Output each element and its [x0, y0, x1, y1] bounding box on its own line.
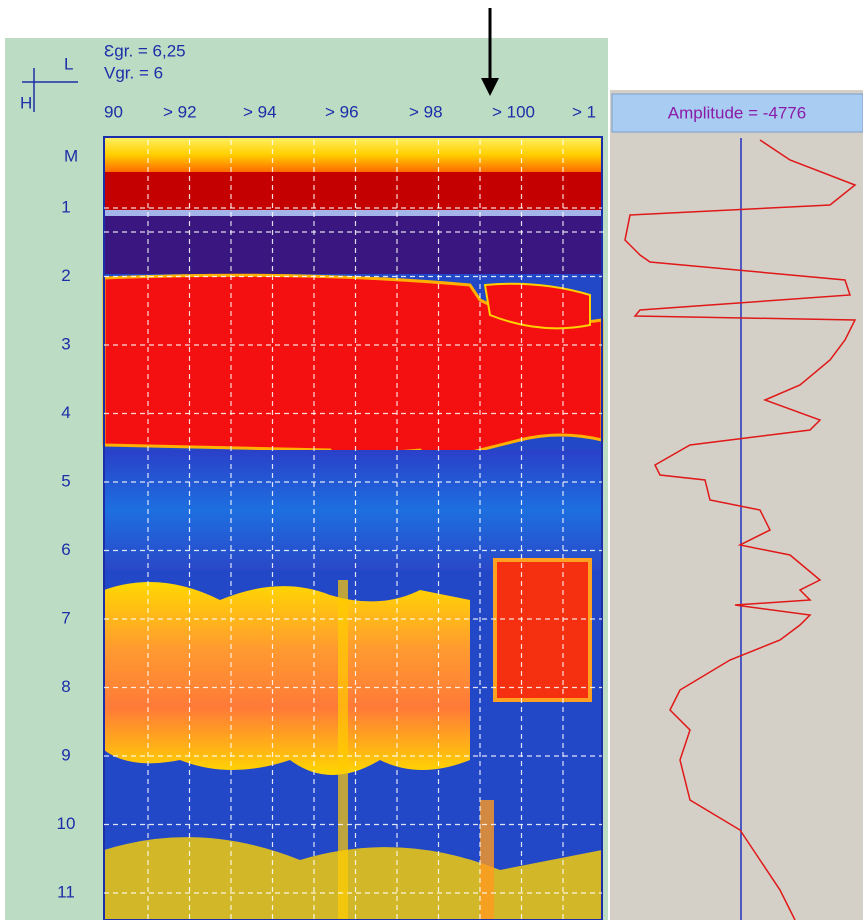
band: [493, 558, 592, 702]
x-label: > 1: [572, 102, 596, 121]
radargram-frame: [103, 136, 603, 920]
epsilon: Ɛgr. = 6,25: [104, 41, 186, 60]
band: [104, 216, 602, 274]
radargram: [102, 137, 604, 920]
axes-icon: [22, 68, 78, 112]
depth-label: 8: [61, 677, 70, 696]
amplitude-trace: [624, 139, 857, 920]
band: [480, 800, 494, 920]
x-label: > 100: [492, 102, 535, 121]
x-label: 90: [104, 102, 123, 121]
depth-labels: 1 2 3 4 5 6 7 8 9 10 11: [57, 197, 76, 901]
depth-label: 5: [61, 471, 70, 490]
band: [483, 282, 591, 330]
depth-label: 11: [57, 882, 75, 901]
x-label: > 98: [409, 102, 443, 121]
band: [104, 450, 602, 570]
depth-label: 7: [61, 608, 70, 627]
x-labels: 90 > 92 > 94 > 96 > 98 > 100 > 1: [104, 102, 596, 121]
depth-label: 9: [61, 745, 70, 764]
band: [104, 582, 470, 775]
band: [104, 137, 602, 172]
icon-h: H: [20, 93, 32, 112]
band: [104, 172, 602, 210]
depth-label: 4: [61, 403, 70, 422]
arrow-head: [481, 78, 499, 96]
trace-header: [611, 93, 863, 133]
velocity: Vgr. = 6: [104, 63, 163, 82]
x-label: > 94: [243, 102, 277, 121]
icon-l: L: [64, 54, 73, 73]
x-label: > 92: [163, 102, 197, 121]
depth-label: 10: [57, 814, 76, 833]
depth-unit: M: [64, 146, 78, 165]
depth-label: 6: [61, 540, 70, 559]
depth-label: 3: [61, 334, 70, 353]
depth-label: 1: [61, 197, 70, 216]
band: [104, 837, 602, 920]
band: [104, 210, 602, 216]
band: [338, 580, 348, 920]
x-label: > 96: [325, 102, 359, 121]
trace-header-text: Amplitude = -4776: [668, 103, 806, 122]
depth-label: 2: [61, 266, 70, 285]
grid: [104, 140, 602, 920]
